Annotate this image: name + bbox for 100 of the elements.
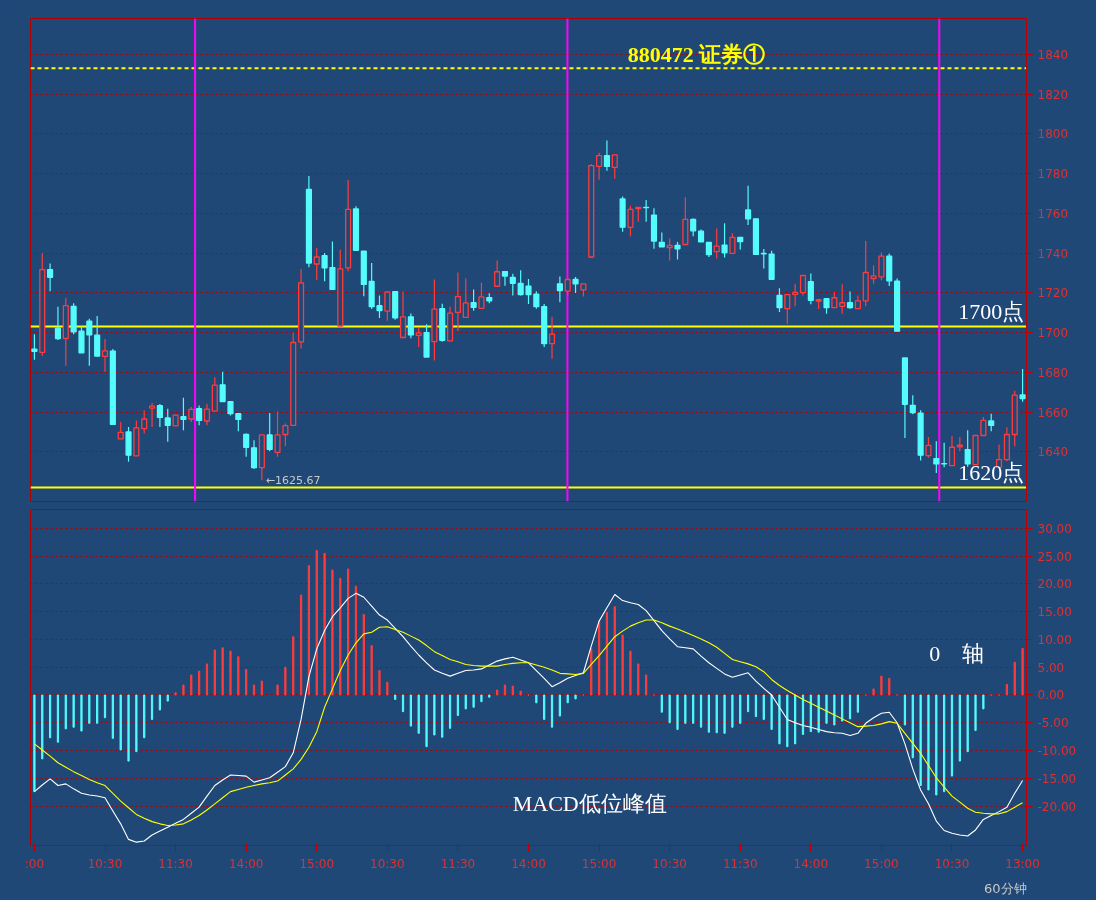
- candlestick: [666, 237, 673, 261]
- candlestick: [101, 338, 109, 373]
- ref-line-label: 1700点: [958, 298, 1025, 324]
- candlestick: [282, 422, 289, 447]
- candlestick: [611, 154, 618, 180]
- candlestick: [501, 270, 509, 287]
- candlestick: [196, 404, 203, 426]
- candlestick: [964, 429, 971, 468]
- candlestick: [792, 283, 799, 307]
- y-tick-label: -5.00: [1037, 716, 1069, 731]
- candlestick: [799, 274, 807, 296]
- candlestick: [556, 275, 563, 303]
- candlestick: [313, 247, 320, 281]
- candlestick: [925, 436, 932, 459]
- y-tick-label: 1800: [1037, 127, 1069, 142]
- y-tick-label: 0.00: [1037, 688, 1065, 703]
- candlestick: [407, 312, 414, 339]
- y-tick-label: 1780: [1037, 167, 1069, 182]
- annotation: 880472 证券①: [627, 42, 766, 68]
- candlestick: [909, 394, 916, 415]
- candlestick: [784, 293, 791, 325]
- annotation: 0 轴: [929, 640, 985, 666]
- candlestick: [274, 410, 281, 458]
- x-tick-label: 13:00: [1005, 856, 1040, 871]
- x-tick-label: :00: [24, 856, 45, 871]
- ref-line-label: 1620点: [958, 459, 1025, 485]
- candlestick: [470, 289, 477, 312]
- y-tick-label: -15.00: [1037, 771, 1077, 786]
- candlestick: [250, 439, 258, 470]
- line-series: [33, 619, 1024, 827]
- candlestick: [1019, 368, 1026, 403]
- x-tick-label: 15:00: [299, 856, 335, 871]
- candlestick: [941, 442, 948, 468]
- candlestick: [807, 272, 814, 305]
- x-tick-label: 15:00: [864, 856, 899, 871]
- y-tick-label: 1700: [1037, 326, 1069, 341]
- candlestick: [846, 291, 854, 310]
- y-tick-label: 1720: [1037, 286, 1069, 301]
- x-tick-label: 11:30: [440, 856, 476, 871]
- candlestick: [141, 409, 148, 435]
- candlestick: [713, 227, 720, 260]
- candlestick: [219, 371, 226, 403]
- y-tick-label: 25.00: [1037, 549, 1072, 564]
- candlestick: [164, 408, 171, 443]
- y-tick-label: 30.00: [1037, 521, 1072, 536]
- candlestick: [478, 281, 485, 309]
- x-tick-label: 14:00: [228, 856, 264, 871]
- candlestick: [399, 291, 407, 339]
- candlestick: [462, 277, 469, 319]
- candlestick: [148, 402, 156, 428]
- y-tick-label: 1740: [1037, 246, 1069, 261]
- annotation: ←1625.67: [265, 473, 321, 487]
- candlestick: [776, 287, 783, 313]
- y-tick-label: 10.00: [1037, 632, 1072, 647]
- y-tick-label: 20.00: [1037, 577, 1072, 592]
- y-tick-label: 5.00: [1037, 660, 1065, 675]
- candlestick: [933, 440, 940, 474]
- y-tick-label: 1840: [1037, 47, 1069, 62]
- candlestick: [596, 152, 603, 181]
- candlestick: [47, 262, 54, 292]
- y-tick-label: -10.00: [1037, 744, 1077, 759]
- x-tick-label: 10:30: [652, 856, 687, 871]
- y-tick-label: 15.00: [1037, 605, 1072, 620]
- candlestick: [384, 291, 391, 322]
- x-tick-label: 15:00: [581, 856, 617, 871]
- candlestick: [54, 306, 62, 341]
- candlestick: [948, 435, 956, 467]
- y-tick-label: -20.00: [1037, 799, 1077, 814]
- y-tick-label: 1760: [1037, 206, 1069, 221]
- x-tick-label: 10:30: [370, 856, 405, 871]
- candlestick: [94, 315, 101, 357]
- y-tick-label: 1640: [1037, 445, 1069, 460]
- candlestick: [180, 397, 187, 431]
- text: 60分钟: [983, 880, 1027, 896]
- candlestick: [125, 426, 132, 463]
- candlestick: [509, 273, 516, 297]
- candlestick: [729, 232, 736, 255]
- candlestick: [266, 412, 273, 452]
- candlestick: [548, 316, 556, 360]
- x-tick-label: 11:30: [158, 856, 193, 871]
- candlestick: [627, 205, 634, 237]
- x-tick-label: 10:30: [87, 856, 123, 871]
- y-tick-label: 1660: [1037, 405, 1069, 420]
- x-tick-label: 10:30: [934, 856, 970, 871]
- x-tick-label: 14:00: [793, 856, 829, 871]
- x-tick-label: 11:30: [722, 856, 758, 871]
- candlestick: [745, 185, 752, 226]
- candlestick: [494, 259, 501, 287]
- candlestick: [454, 271, 461, 332]
- candlestick: [415, 326, 422, 348]
- candlestick: [721, 222, 728, 259]
- candlestick: [203, 403, 211, 426]
- candlestick: [839, 283, 846, 315]
- annotation: MACD低位峰值: [512, 790, 667, 816]
- y-tick-label: 1820: [1037, 87, 1069, 102]
- candlestick: [31, 333, 38, 361]
- x-tick-label: 14:00: [511, 856, 546, 871]
- candlestick: [156, 403, 163, 428]
- candlestick: [603, 139, 611, 172]
- y-tick-label: 1680: [1037, 365, 1069, 380]
